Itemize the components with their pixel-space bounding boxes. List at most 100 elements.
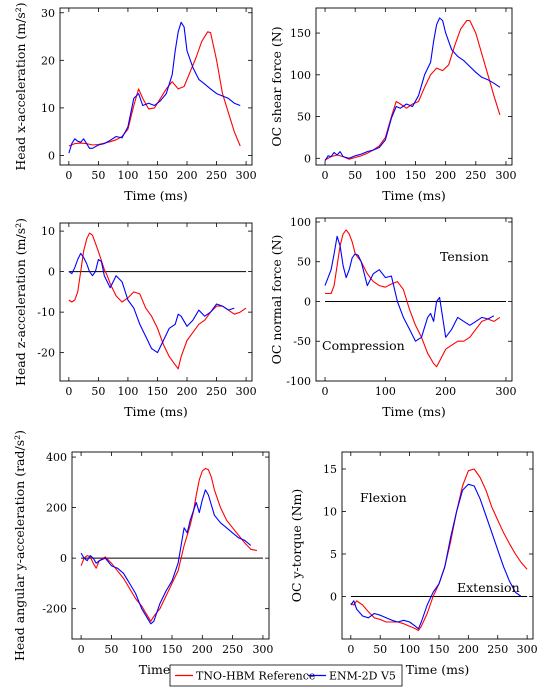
x-tick-label: 0 [322,169,329,182]
x-tick-label: 300 [236,385,257,398]
x-tick-label: 150 [147,169,168,182]
y-tick-label: -100 [286,375,311,388]
annotation-compression: Compression [322,338,405,353]
annotation-flexion: Flexion [360,490,407,505]
x-tick-label: 250 [206,169,227,182]
plot-frame [341,451,534,640]
panel-2: 0 50 100 150 200 250 300 0 50 100 150 Time (ms) OC s… [269,7,516,203]
x-tick-label: 50 [91,385,105,398]
x-axis-label: Time (ms) [124,404,188,419]
x-tick-label: 200 [192,643,213,656]
y-tick-label: 10 [41,225,55,238]
y-tick-label: 100 [290,216,311,229]
x-tick-label: 200 [435,385,456,398]
y-axis-label: OC normal force (N) [269,235,284,365]
series-line-reference [80,467,258,622]
panel-6: 0 50 100 150 200 250 300 0 5 10 15 Time (ms) OC y-to… [289,451,538,677]
x-tick-label: 150 [162,643,183,656]
x-tick-label: 150 [147,385,168,398]
y-tick-label: -200 [42,603,67,616]
x-tick-label: 0 [78,643,85,656]
x-tick-label: 50 [91,169,105,182]
plot-frame [59,7,253,166]
y-tick-label: -50 [293,335,311,348]
x-tick-label: 0 [347,643,354,656]
panel-1: 0 50 100 150 200 250 300 0 10 20 30 Time (ms) Head x… [13,2,257,203]
y-tick-label: 100 [290,69,311,82]
panel-4: 0 100 200 300 -100 -50 0 50 100 Time (ms) OC norma… [269,216,516,419]
series-line-model [324,235,495,342]
series-line-model [68,21,241,154]
series-line-model [324,17,501,162]
x-tick-label: 300 [495,385,516,398]
x-tick-label: 200 [177,169,198,182]
plot-frame [315,217,513,382]
x-tick-label: 0 [322,385,329,398]
x-axis-label: Time (ms) [382,404,446,419]
y-tick-label: 150 [290,27,311,40]
legend-label-model: ENM-2D V5 [329,670,396,683]
x-axis-label: Time (ms) [124,188,188,203]
x-tick-label: 200 [177,385,198,398]
series-line-reference [325,229,501,368]
y-tick-label: -10 [37,306,55,319]
y-tick-label: 0 [48,266,55,279]
x-tick-label: 100 [375,169,396,182]
x-tick-label: 250 [222,643,243,656]
series-line-model [80,489,252,625]
x-tick-label: 150 [428,643,449,656]
x-tick-label: 100 [131,643,152,656]
x-tick-label: 300 [517,643,538,656]
y-tick-label: 0 [304,152,311,165]
y-tick-label: 30 [41,7,55,20]
x-tick-label: 50 [373,643,387,656]
y-axis-label: Head x-acceleration (m/s²) [13,2,28,170]
plot-frame [315,7,513,166]
y-axis-label: Head z-acceleration (m/s²) [13,218,28,386]
y-tick-label: 5 [330,548,337,561]
x-tick-label: 100 [117,169,138,182]
y-tick-label: 0 [304,295,311,308]
legend: TNO-HBM Reference ENM-2D V5 [169,664,403,687]
series-line-model [350,483,522,630]
annotation-extension: Extension [457,580,520,595]
y-tick-label: 10 [323,506,337,519]
y-axis-label: Head angular y-acceleration (rad/s²) [12,430,27,661]
x-tick-label: 300 [236,169,257,182]
y-tick-label: 0 [60,552,67,565]
y-axis-label: OC y-torque (Nm) [289,489,304,603]
y-tick-label: 10 [41,102,55,115]
y-tick-label: 0 [48,149,55,162]
x-tick-label: 100 [117,385,138,398]
series-line-reference [324,19,501,161]
y-tick-label: 50 [297,256,311,269]
x-tick-label: 50 [104,643,118,656]
x-tick-label: 300 [495,169,516,182]
x-tick-label: 200 [458,643,479,656]
y-tick-label: 20 [41,54,55,67]
x-axis-label: Time (ms) [382,188,446,203]
y-tick-label: 400 [46,451,67,464]
x-tick-label: 0 [65,169,72,182]
y-tick-label: -20 [37,347,55,360]
x-tick-label: 50 [348,169,362,182]
x-tick-label: 0 [65,385,72,398]
x-tick-label: 250 [206,385,227,398]
x-tick-label: 100 [399,643,420,656]
y-tick-label: 50 [297,111,311,124]
x-tick-label: 250 [465,169,486,182]
y-tick-label: 0 [330,591,337,604]
x-tick-label: 200 [435,169,456,182]
y-tick-label: 200 [46,502,67,515]
x-tick-label: 250 [487,643,508,656]
x-axis-label: Time (ms) [406,662,470,677]
series-line-model [68,252,235,354]
y-tick-label: 15 [323,463,337,476]
x-tick-label: 300 [252,643,273,656]
series-line-reference [68,31,241,147]
annotation-tension: Tension [440,249,489,264]
series-line-reference [350,468,528,632]
plot-frame [59,222,253,382]
